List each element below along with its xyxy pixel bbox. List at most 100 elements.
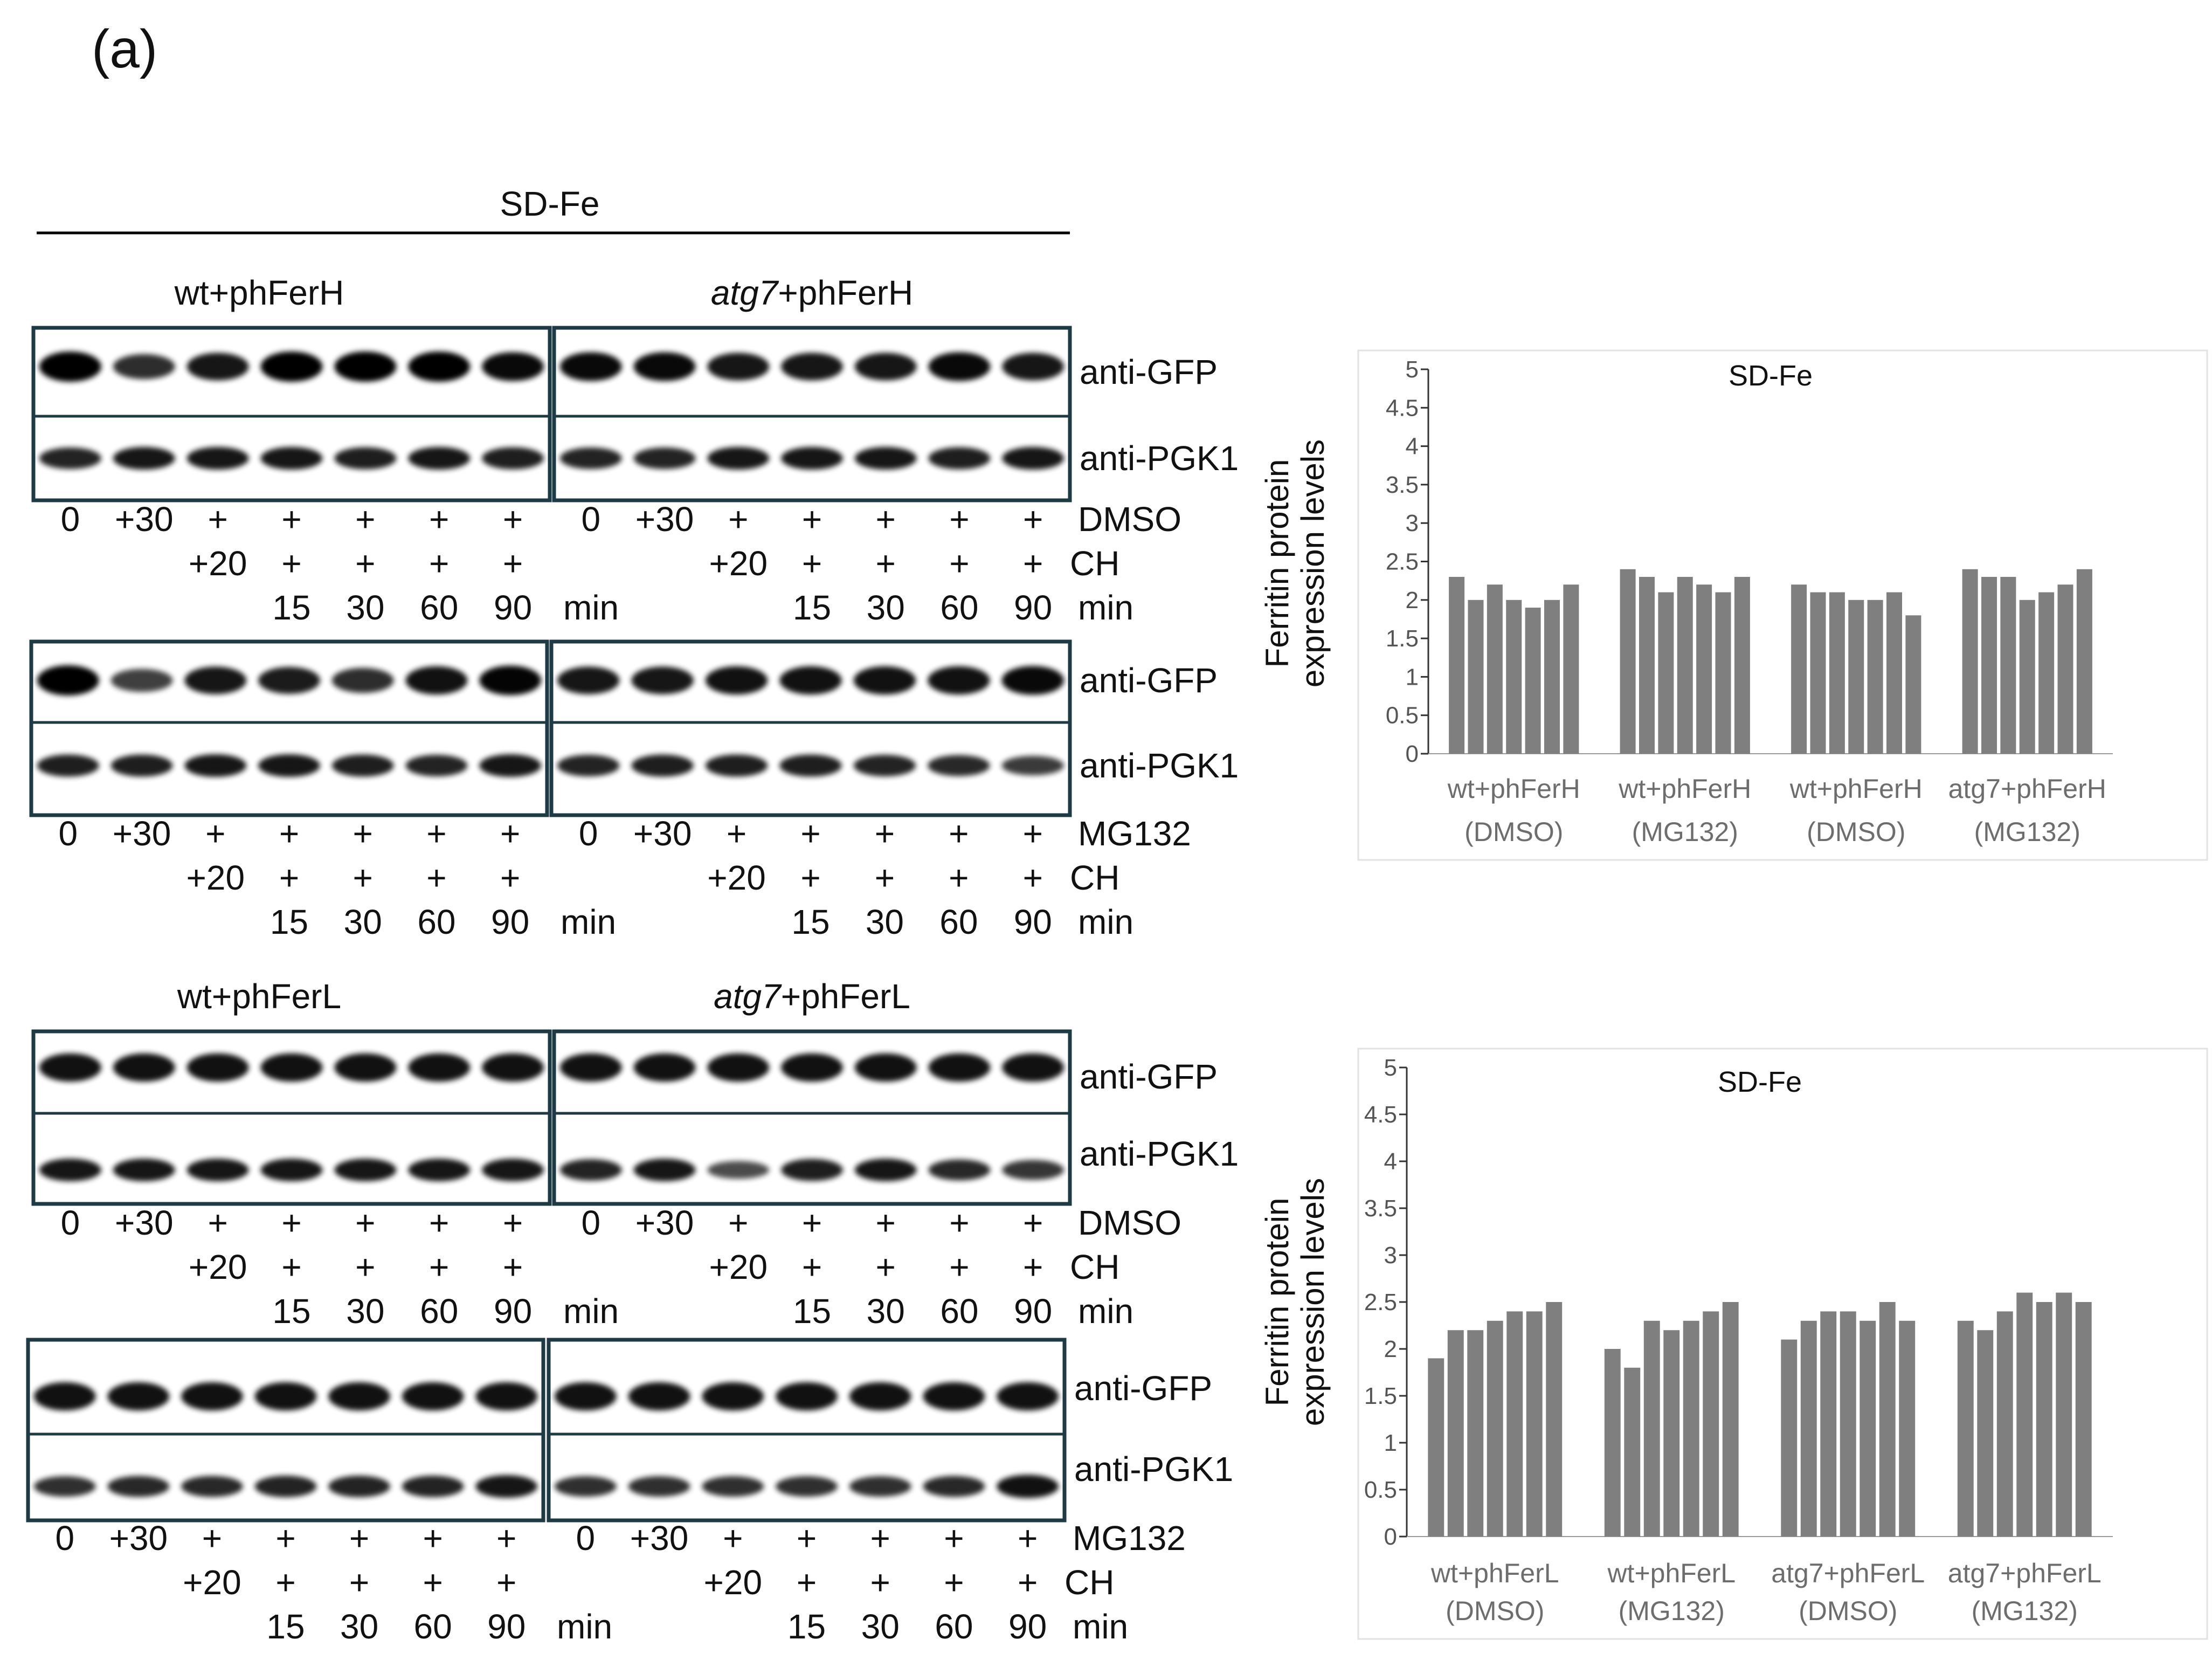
lane-label: + (429, 500, 449, 539)
y-tick-label: 0.5 (1364, 1477, 1397, 1503)
bar (1879, 1302, 1896, 1537)
y-tick-label: 3.5 (1364, 1195, 1397, 1222)
lane-label: 30 (867, 1292, 905, 1331)
pgk1-band (184, 754, 247, 777)
gfp-band (776, 1382, 838, 1411)
lane-label: + (281, 1203, 301, 1242)
strain-label-atg7_ferH-italic: atg7 (711, 273, 779, 312)
bar-group-4: atg7+phFerH (MG132) (1948, 569, 2106, 847)
gfp-band (186, 1053, 249, 1082)
bar (1487, 584, 1503, 754)
bar (1899, 1320, 1916, 1537)
lane-label: 90 (494, 588, 532, 627)
lane-label: + (797, 1563, 817, 1602)
lane-label: +20 (189, 544, 247, 583)
gfp-band (181, 1382, 243, 1411)
bar (2057, 584, 2073, 754)
blot-block-3: 0 +30 + + + + + +20 + + + +15 30 60 90 min wt+phFerL 0 +30… (31, 977, 1239, 1331)
bar (1546, 1302, 1563, 1537)
pgk1-band (39, 447, 101, 469)
wt-blot-panel: 0 +30 + + + + + +20 + + + +15 30 60 90 min (29, 639, 616, 941)
lane-label: + (802, 500, 822, 539)
pgk1-band (258, 754, 320, 777)
bar (1604, 1349, 1621, 1537)
bar (2016, 1292, 2033, 1537)
lane-label: + (423, 1563, 443, 1602)
gfp-band (849, 1382, 911, 1411)
lane-label: + (281, 1248, 301, 1286)
y-tick-label: 3 (1384, 1242, 1397, 1269)
lane-label: + (349, 1563, 369, 1602)
lane-label: 15 (266, 1607, 305, 1646)
pgk1-band (1001, 756, 1064, 775)
lane-label: + (202, 1519, 222, 1558)
gfp-band (39, 352, 101, 382)
gfp-band (554, 1382, 617, 1411)
lane-label: +30 (113, 814, 171, 853)
bar (1639, 577, 1655, 754)
lane-label: 30 (861, 1607, 900, 1646)
lane-label: 30 (346, 1292, 384, 1331)
anti-gfp-label: anti-GFP (1080, 661, 1218, 700)
lane-label: 90 (1008, 1607, 1047, 1646)
bar (1734, 577, 1750, 754)
bar-group-2: wt+phFerL (MG132) (1604, 1302, 1739, 1626)
lane-label: + (800, 814, 820, 853)
lane-label: + (426, 858, 446, 897)
gfp-band (408, 1053, 471, 1082)
min-label: min (561, 903, 616, 941)
pgk1-band (405, 755, 468, 776)
strain-label-atg7_ferL-rest: +phFerL (781, 977, 910, 1016)
gfp-band (113, 1053, 175, 1082)
pgk1-band (186, 447, 249, 470)
lane-label: 0 (61, 1203, 80, 1242)
lane-label: 15 (793, 588, 831, 627)
lane-label: 60 (417, 903, 455, 941)
bar (1810, 592, 1826, 754)
bar-group-1: wt+phFerH (DMSO) (1447, 577, 1580, 847)
lane-label: +30 (109, 1519, 168, 1558)
lane-label: +30 (635, 500, 694, 539)
blot-frame (552, 326, 1072, 502)
treatment-label-mg132: MG132 (1078, 814, 1191, 853)
pgk1-band (482, 1159, 544, 1181)
lane-label: 0 (61, 500, 80, 539)
bar (1791, 584, 1807, 754)
pgk1-band (408, 1159, 471, 1181)
category-label-line2: (DMSO) (1799, 1596, 1897, 1626)
gfp-band (184, 666, 247, 694)
lane-label: + (503, 544, 523, 583)
y-tick-label: 2.5 (1364, 1289, 1397, 1315)
bar (1447, 1330, 1464, 1537)
bar (1977, 1330, 1994, 1537)
lane-label: 60 (420, 1292, 458, 1331)
category-label-line2: (MG132) (1619, 1596, 1725, 1626)
category-label-line1: wt+phFerH (1789, 774, 1923, 804)
bar (1820, 1311, 1837, 1537)
bar (1981, 577, 1997, 754)
lane-label: +30 (633, 814, 692, 853)
pgk1-band (331, 754, 394, 777)
pgk1-band (334, 447, 397, 470)
lane-label: + (876, 1203, 896, 1242)
bar (1905, 615, 1921, 754)
lane-label: + (949, 858, 969, 897)
pgk1-band (479, 754, 542, 777)
pgk1-band (854, 1159, 917, 1181)
treatment-label-ch: CH (1070, 1248, 1119, 1286)
lane-label: 60 (940, 588, 978, 627)
treatment-label-ch: CH (1070, 544, 1119, 583)
y-tick-label: 0 (1406, 741, 1419, 767)
lane-label: + (1023, 1203, 1043, 1242)
lane-label: 60 (935, 1607, 973, 1646)
category-label-line1: atg7+phFerH (1948, 774, 2106, 804)
gfp-band (923, 1382, 985, 1411)
lane-label: + (728, 1203, 748, 1242)
gfp-band (781, 1053, 843, 1082)
bar (1526, 1311, 1543, 1537)
lane-label: + (205, 814, 225, 853)
gfp-band (33, 1382, 96, 1411)
lane-label: + (802, 1203, 822, 1242)
gfp-band (402, 1382, 464, 1411)
bar (1860, 1320, 1876, 1537)
